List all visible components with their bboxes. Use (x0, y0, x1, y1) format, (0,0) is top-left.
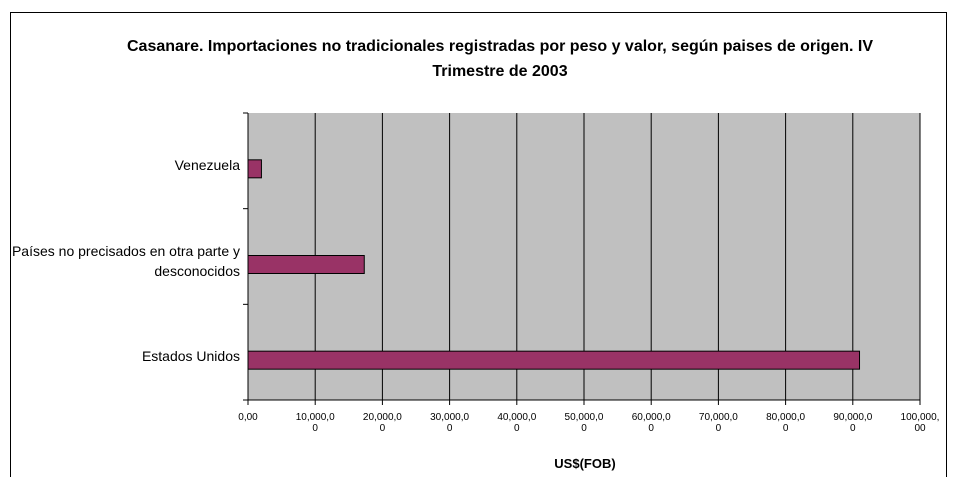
x-tick-label: 80,000,00 (766, 412, 806, 434)
bar (247, 159, 262, 179)
chart-frame (10, 12, 947, 477)
x-tick-label: 10,000,00 (295, 412, 335, 434)
x-tick-label: 30,000,00 (430, 412, 470, 434)
x-tick-label: 50,000,00 (564, 412, 604, 434)
y-tick-label: Venezuela (174, 156, 240, 173)
y-tick-label: Estados Unidos (141, 348, 240, 365)
x-tick-label: 90,000,00 (833, 412, 873, 434)
chart-title: Casanare. Importaciones no tradicionales… (126, 38, 874, 80)
bar (247, 255, 365, 274)
x-tick-label: 0,00 (238, 412, 258, 423)
x-tick-label: 100,000,00 (900, 412, 940, 434)
x-tick-label: 40,000,00 (497, 412, 537, 434)
x-tick-label: 70,000,00 (698, 412, 738, 434)
bar (247, 350, 861, 370)
y-tick-label: Países no precisados en otra parte y des… (11, 242, 240, 279)
x-axis-label: US$(FOB) (554, 456, 616, 471)
x-tick-label: 60,000,00 (631, 412, 671, 434)
x-tick-label: 20,000,00 (362, 412, 402, 434)
